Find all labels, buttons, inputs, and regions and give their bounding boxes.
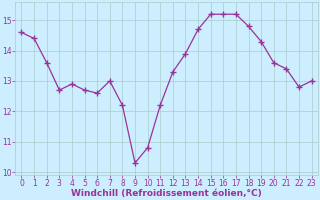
X-axis label: Windchill (Refroidissement éolien,°C): Windchill (Refroidissement éolien,°C) [71, 189, 262, 198]
